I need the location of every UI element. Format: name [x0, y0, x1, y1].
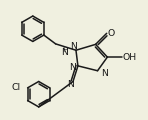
Text: N: N	[70, 63, 77, 72]
Text: N: N	[71, 42, 77, 51]
Text: H: H	[62, 47, 68, 53]
Text: OH: OH	[123, 53, 137, 62]
Text: O: O	[108, 29, 115, 38]
Text: N: N	[61, 48, 68, 57]
Text: Cl: Cl	[12, 83, 21, 92]
Text: N: N	[67, 80, 74, 89]
Text: N: N	[102, 69, 108, 78]
